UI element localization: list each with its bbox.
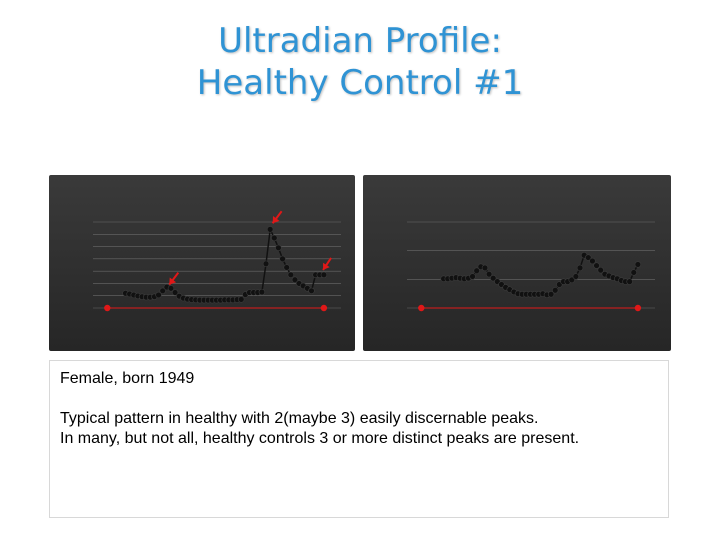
baseline-marker — [320, 304, 328, 312]
data-point — [271, 234, 278, 242]
cortisone-chart-panel — [363, 175, 671, 351]
data-point — [155, 291, 162, 299]
cortisol-chart-panel — [49, 175, 355, 351]
data-point — [308, 287, 315, 295]
slide-title-line-1: Ultradian Profile: — [218, 21, 502, 61]
data-point — [572, 273, 580, 280]
data-point — [469, 273, 476, 280]
data-point — [320, 271, 328, 279]
data-point — [634, 261, 642, 268]
data-point — [262, 260, 270, 267]
data-point — [552, 287, 559, 294]
data-point — [547, 291, 555, 298]
data-point — [576, 264, 584, 272]
data-point — [481, 264, 489, 272]
data-point — [490, 274, 497, 282]
data-point — [593, 262, 600, 269]
data-point — [291, 276, 299, 283]
data-point — [266, 226, 274, 233]
data-point — [159, 287, 166, 295]
data-point — [238, 296, 245, 303]
cortisol-chart — [93, 210, 341, 312]
data-point — [473, 267, 480, 274]
data-point — [279, 255, 286, 263]
baseline-marker — [634, 304, 642, 312]
data-point — [283, 264, 290, 271]
data-point — [287, 271, 295, 279]
caption-line-2: In many, but not all, healthy controls 3… — [60, 430, 580, 447]
data-point — [630, 269, 637, 276]
slide-title: Ultradian Profile: Healthy Control #1 — [0, 20, 720, 104]
data-point — [585, 254, 592, 261]
data-point — [589, 257, 596, 265]
data-point — [275, 244, 282, 252]
baseline-marker — [418, 304, 425, 312]
caption-line-1: Typical pattern in healthy with 2(maybe … — [60, 410, 539, 427]
data-point — [485, 270, 493, 278]
data-point — [568, 276, 575, 284]
series-line — [125, 226, 324, 301]
data-point — [171, 289, 179, 296]
data-point — [167, 285, 175, 292]
caption-subject: Female, born 1949 — [60, 370, 195, 387]
arrow-head-icon — [323, 262, 330, 270]
slide-title-line-2: Healthy Control #1 — [196, 63, 524, 103]
arrow-head-icon — [272, 216, 280, 224]
data-point — [258, 288, 266, 296]
data-point — [626, 278, 633, 285]
caption-box: Female, born 1949 Typical pattern in hea… — [49, 360, 669, 518]
cortisone-chart — [407, 221, 655, 312]
data-point — [597, 266, 604, 274]
baseline-marker — [104, 304, 111, 312]
